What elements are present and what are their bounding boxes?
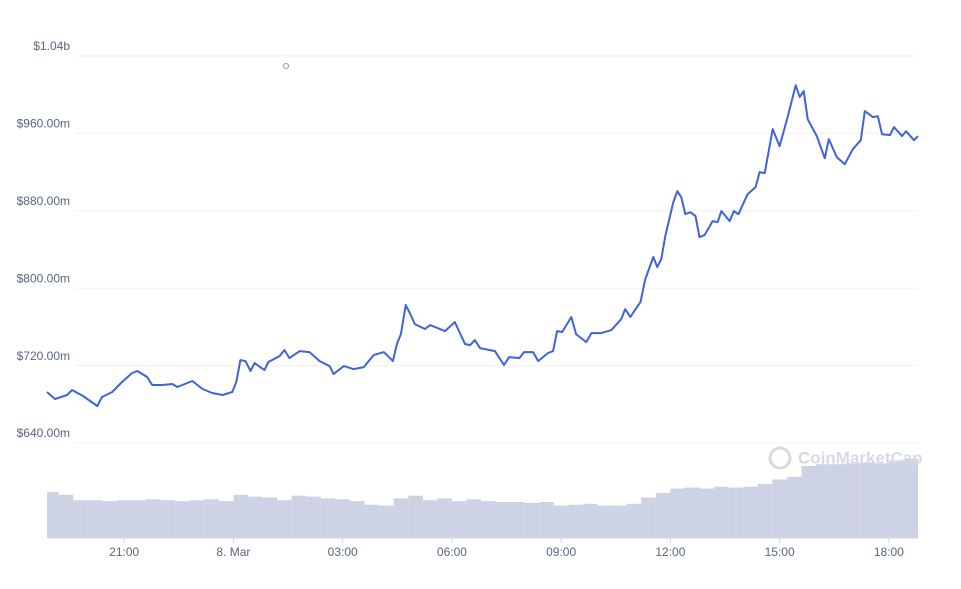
volume-bar	[874, 463, 889, 538]
marker	[283, 63, 289, 69]
volume-bar	[801, 466, 817, 538]
volume-bar	[160, 500, 176, 538]
volume-bar	[714, 486, 729, 538]
volume-bar	[728, 487, 744, 538]
volume-bar	[58, 494, 74, 538]
volume-bar	[743, 486, 758, 538]
volume-bar	[87, 500, 103, 538]
volume-bar	[757, 484, 773, 538]
volume-bar	[830, 464, 846, 538]
volume-bar	[597, 505, 613, 538]
x-tick-label: 15:00	[765, 545, 795, 559]
volume-bar	[175, 501, 190, 538]
volume-bar	[539, 502, 554, 538]
volume-bar	[903, 458, 918, 538]
volume-bar	[233, 494, 248, 538]
volume-bar	[102, 501, 117, 538]
volume-bar	[699, 488, 715, 538]
volume-bar	[612, 505, 627, 538]
volume-bar	[131, 500, 147, 538]
volume-bar	[116, 500, 132, 538]
volume-bar	[379, 505, 394, 538]
volume-bar	[189, 500, 205, 538]
volume-bar	[568, 504, 583, 538]
volume-bar	[262, 497, 278, 538]
volume-bar	[845, 463, 860, 538]
x-tick-label: 21:00	[109, 545, 139, 559]
volume-bar	[495, 502, 511, 538]
volume-bar	[626, 503, 642, 538]
volume-bar	[364, 504, 380, 538]
x-tick-label: 03:00	[328, 545, 358, 559]
volume-bar	[510, 502, 525, 538]
volume-bar	[451, 501, 467, 538]
y-tick-label: $720.00m	[17, 349, 70, 363]
y-tick-label: $880.00m	[17, 194, 70, 208]
volume-bar	[393, 498, 409, 538]
price-line	[46, 84, 919, 407]
volume-bar	[306, 496, 321, 538]
watermark: CoinMarketCap	[798, 448, 923, 467]
volume-bar	[888, 460, 904, 538]
plot: $640.00m $720.00m $800.00m $880.00m $960.00m…	[17, 39, 919, 559]
volume-bar	[218, 501, 234, 538]
y-tick-label: $960.00m	[17, 117, 70, 131]
volume-bar	[553, 505, 569, 538]
y-tick-label: $640.00m	[17, 426, 70, 440]
volume-bar	[481, 501, 496, 538]
x-tick-label: 06:00	[437, 545, 467, 559]
volume-bar	[772, 479, 787, 538]
volume-bar	[466, 499, 482, 538]
volume-bar	[684, 487, 700, 538]
volume-bar	[437, 498, 452, 538]
x-tick-label: 12:00	[655, 545, 685, 559]
x-tick-label: 18:00	[874, 545, 904, 559]
volume-bar	[73, 500, 88, 538]
volume-bar	[670, 488, 685, 538]
volume-bar	[786, 476, 802, 538]
volume-bar	[583, 503, 598, 538]
x-tick-label: 8. Mar	[216, 545, 250, 559]
volume-bar	[291, 495, 307, 538]
volume-bar	[655, 493, 671, 538]
volume-bar	[859, 462, 875, 538]
volume-bar	[277, 500, 292, 538]
y-tick-label: $800.00m	[17, 271, 70, 285]
volume-bar	[524, 502, 540, 538]
y-tick-label: $1.04b	[33, 39, 70, 53]
volume-bar	[349, 501, 365, 538]
x-tick-label: 09:00	[546, 545, 576, 559]
volume-bar	[146, 499, 161, 538]
volume-bar	[47, 492, 59, 538]
volume-bar	[641, 497, 656, 538]
volume-bar	[408, 495, 423, 538]
volume-bar	[335, 499, 350, 538]
volume-bar	[816, 464, 831, 538]
volume-bar	[422, 500, 438, 538]
watermark-logo	[768, 446, 792, 470]
volume-bar	[320, 498, 336, 538]
volume-bar	[204, 499, 219, 538]
volume-bar	[248, 496, 263, 538]
